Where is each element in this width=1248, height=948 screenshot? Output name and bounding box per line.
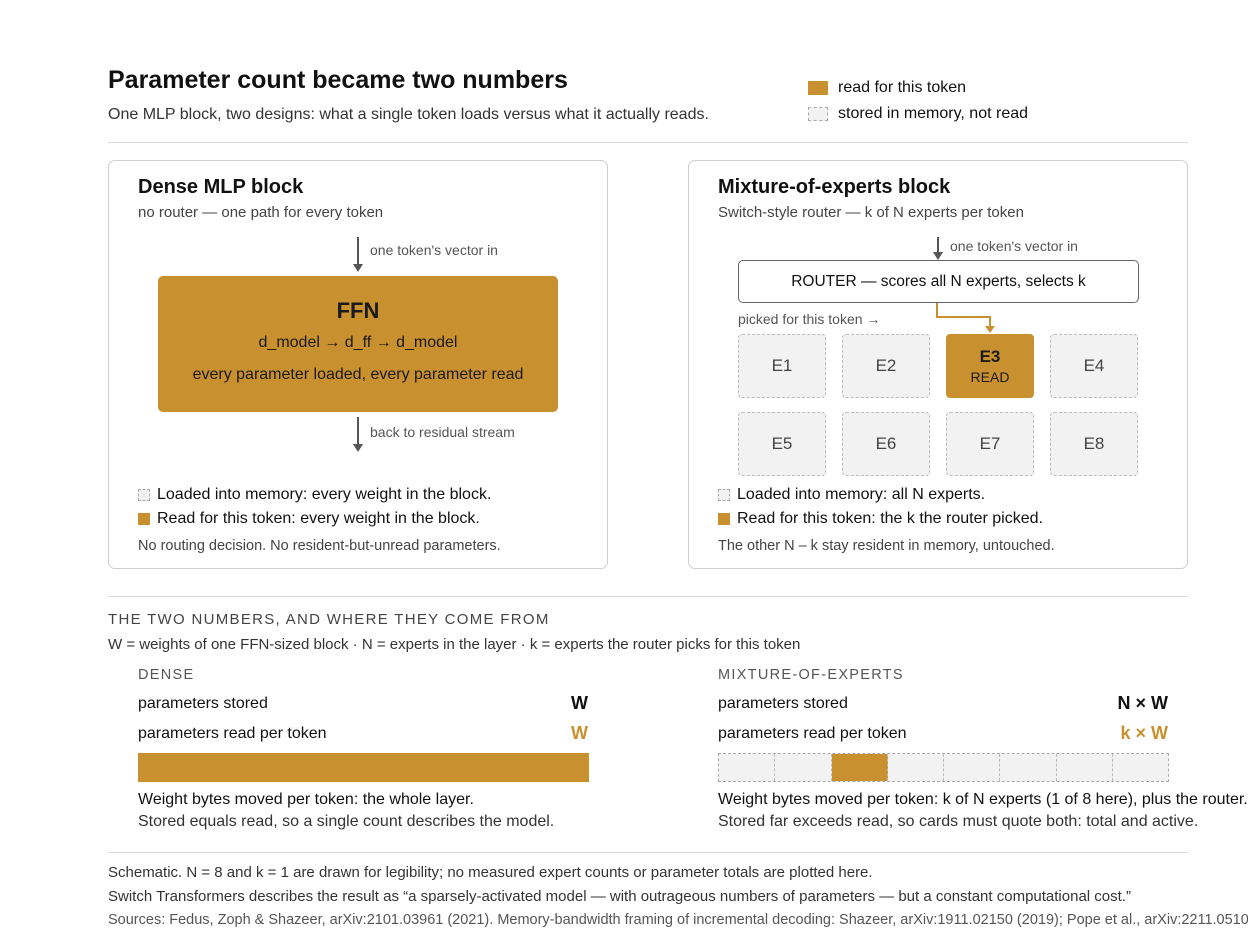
- moe-read-value: k × W: [1120, 723, 1168, 743]
- expert-read-tag: READ: [970, 369, 1010, 385]
- moe-bar-cell: [887, 754, 944, 781]
- page-subtitle: One MLP block, two designs: what a singl…: [108, 106, 709, 123]
- route-arrow-head-icon: [985, 326, 995, 333]
- dense-read-label: parameters read per token: [138, 725, 327, 742]
- moe-loaded-note: Loaded into memory: all N experts.: [718, 483, 985, 507]
- input-arrow-line: [357, 237, 359, 265]
- dense-read-text: Read for this token: every weight in the…: [157, 510, 480, 527]
- moe-bar-cell: [1056, 754, 1113, 781]
- legend: read for this token stored in memory, no…: [808, 75, 1028, 127]
- expert-name: E3: [979, 347, 1001, 366]
- expert-6-box: E6: [842, 412, 930, 476]
- ffn-title: FFN: [336, 298, 380, 323]
- moe-bar-cell: [719, 754, 776, 781]
- section-divider: [108, 596, 1188, 597]
- expert-7-box: E7: [946, 412, 1034, 476]
- read-swatch-icon: [718, 513, 730, 525]
- expert-4-box: E4: [1050, 334, 1138, 398]
- dense-panel: Dense MLP block no router — one path for…: [108, 160, 608, 569]
- moe-bar-cell: [1000, 754, 1057, 781]
- footer-divider: [108, 852, 1188, 853]
- expert-name: E5: [771, 434, 793, 453]
- moe-read-text: Read for this token: the k the router pi…: [737, 510, 1043, 527]
- down-arrow-icon: [933, 252, 943, 260]
- read-swatch-icon: [808, 81, 828, 95]
- expert-8-box: E8: [1050, 412, 1138, 476]
- moe-bar-cell: [1112, 754, 1168, 781]
- expert-name: E2: [875, 356, 897, 375]
- stored-swatch-icon: [808, 107, 828, 121]
- stored-swatch-icon: [718, 489, 730, 501]
- dense-read-note: Read for this token: every weight in the…: [138, 507, 480, 531]
- dense-stored-label: parameters stored: [138, 695, 268, 712]
- moe-bar-cell: [775, 754, 832, 781]
- dense-bar-track: [138, 753, 589, 782]
- moe-bar: [718, 753, 1169, 782]
- down-arrow-icon: [353, 444, 363, 452]
- schematic-note: Schematic. N = 8 and k = 1 are drawn for…: [108, 864, 873, 881]
- down-arrow-icon: [353, 264, 363, 272]
- output-arrow-line: [357, 417, 359, 445]
- expert-name: E6: [875, 434, 897, 453]
- expert-name: E7: [979, 434, 1001, 453]
- read-swatch-icon: [138, 513, 150, 525]
- moe-stored-value: N × W: [1117, 693, 1168, 713]
- ffn-note: every parameter loaded, every parameter …: [192, 366, 524, 383]
- legend-item-stored: stored in memory, not read: [808, 101, 1028, 127]
- expert-name: E1: [771, 356, 793, 375]
- moe-bytes-line2: Stored far exceeds read, so cards must q…: [718, 813, 1199, 830]
- router-input-arrow-line: [937, 237, 939, 253]
- moe-panel-title: Mixture-of-experts block: [718, 176, 951, 198]
- dense-bytes-line1: Weight bytes moved per token: the whole …: [138, 791, 474, 808]
- numbers-definitions: W = weights of one FFN-sized block · N =…: [108, 636, 801, 653]
- moe-stored-label: parameters stored: [718, 695, 848, 712]
- routing-arrow: [936, 303, 995, 333]
- expert-1-box: E1: [738, 334, 826, 398]
- moe-panel-subtitle: Switch-style router — k of N experts per…: [718, 204, 1024, 221]
- experts-grid: E1 E2 E3 READ E4 E5 E6 E7 E8: [738, 334, 1140, 477]
- stored-swatch-icon: [138, 489, 150, 501]
- numbers-heading: THE TWO NUMBERS, AND WHERE THEY COME FRO…: [108, 611, 550, 628]
- router-box: ROUTER — scores all N experts, selects k: [738, 260, 1139, 303]
- expert-name: E8: [1083, 434, 1105, 453]
- dense-output-label: back to residual stream: [370, 424, 515, 440]
- expert-5-box: E5: [738, 412, 826, 476]
- dense-loaded-text: Loaded into memory: every weight in the …: [157, 486, 492, 503]
- dense-loaded-note: Loaded into memory: every weight in the …: [138, 483, 491, 507]
- dense-input-label: one token's vector in: [370, 242, 498, 258]
- expert-2-box: E2: [842, 334, 930, 398]
- moe-read-label: parameters read per token: [718, 725, 907, 742]
- moe-read-note: Read for this token: the k the router pi…: [718, 507, 1043, 531]
- picked-label: picked for this token →: [738, 311, 881, 327]
- legend-item-read: read for this token: [808, 75, 1028, 101]
- legend-stored-label: stored in memory, not read: [838, 105, 1029, 122]
- ffn-formula: d_model → d_ff → d_model: [258, 334, 458, 351]
- expert-3-box: E3 READ: [946, 334, 1034, 398]
- dense-panel-title: Dense MLP block: [138, 176, 304, 198]
- page-title: Parameter count became two numbers: [108, 66, 568, 94]
- moe-bar-cell: [831, 754, 888, 781]
- moe-bar-cell: [944, 754, 1001, 781]
- dense-bar-fill: [138, 753, 589, 782]
- dense-panel-subtitle: no router — one path for every token: [138, 204, 384, 221]
- dense-footnote: No routing decision. No resident-but-unr…: [138, 538, 501, 554]
- moe-column-heading: MIXTURE-OF-EXPERTS: [718, 667, 904, 683]
- expert-name: E4: [1083, 356, 1105, 375]
- header-divider: [108, 142, 1188, 143]
- moe-bytes-line1: Weight bytes moved per token: k of N exp…: [718, 791, 1248, 808]
- moe-loaded-text: Loaded into memory: all N experts.: [737, 486, 986, 503]
- moe-footnote: The other N – k stay resident in memory,…: [718, 538, 1055, 554]
- quote-note: Switch Transformers describes the result…: [108, 888, 1131, 905]
- dense-stored-value: W: [571, 693, 588, 713]
- legend-read-label: read for this token: [838, 79, 967, 96]
- ffn-box: FFN d_model → d_ff → d_model every param…: [158, 276, 558, 412]
- dense-bytes-line2: Stored equals read, so a single count de…: [138, 813, 555, 830]
- moe-panel: Mixture-of-experts block Switch-style ro…: [688, 160, 1188, 569]
- sources-note: Sources: Fedus, Zoph & Shazeer, arXiv:21…: [108, 912, 1248, 928]
- moe-input-label: one token's vector in: [950, 238, 1078, 254]
- dense-read-value: W: [571, 723, 588, 743]
- dense-column-heading: DENSE: [138, 667, 195, 683]
